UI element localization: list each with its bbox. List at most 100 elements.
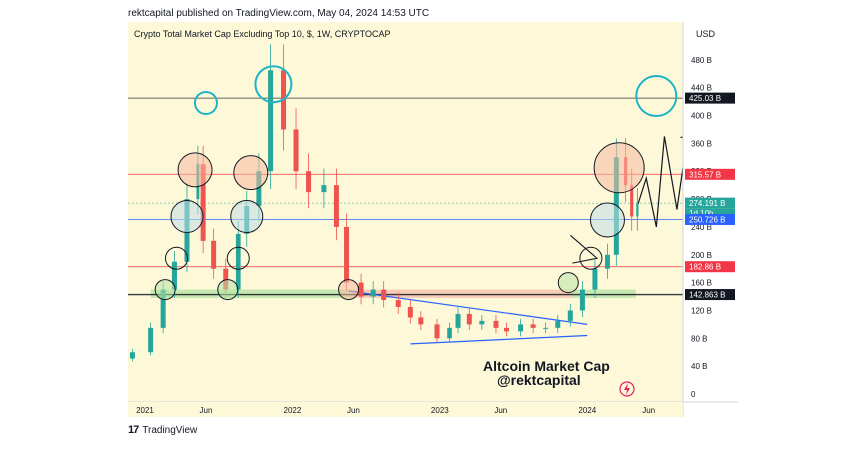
x-tick-label: Jun [347, 406, 360, 415]
y-tick-label: 240 B [691, 223, 712, 232]
time-axis-bg [128, 402, 683, 417]
price-label-0: 425.03 B [689, 94, 721, 103]
candle-body-32 [518, 324, 524, 332]
candle-body-11 [256, 171, 262, 207]
candle-body-8 [223, 268, 229, 290]
price-label-4: 182.86 B [689, 263, 721, 272]
candle-body-14 [293, 129, 299, 172]
pennant-lines [569, 234, 599, 264]
price-label-bg-1 [685, 168, 735, 180]
y-tick-label: 200 B [691, 251, 712, 260]
candle-body-7 [211, 240, 217, 269]
y-tick-label: 160 B [691, 279, 712, 288]
price-label-bg-5 [685, 289, 735, 301]
candle-body-43 [636, 203, 639, 217]
x-tick-label: 2024 [578, 406, 596, 415]
highlight-circle-11 [154, 279, 176, 301]
highlight-circle-9 [164, 246, 188, 270]
highlight-circle-6 [170, 199, 204, 233]
candle-body-6 [200, 164, 206, 241]
x-tick-label: 2022 [284, 406, 302, 415]
candle-body-26 [447, 327, 452, 339]
highlight-circle-15 [579, 246, 603, 270]
candle-body-42 [630, 185, 634, 217]
x-tick-label: Jun [494, 406, 507, 415]
candle-body-35 [555, 320, 561, 328]
price-label-bg-2 [685, 197, 735, 209]
support-zone-recent [572, 289, 636, 298]
candle-body-31 [503, 327, 509, 332]
candle-body-15 [306, 171, 312, 193]
candle-body-29 [479, 320, 485, 325]
footer-brand: TradingView [142, 424, 198, 436]
y-tick-label: 480 B [691, 56, 712, 65]
y-tick-label: 360 B [691, 139, 712, 148]
price-label-bg-0 [685, 92, 735, 104]
y-tick-label: 0 [691, 390, 696, 399]
y-tick-label: 120 B [691, 306, 712, 315]
candle-body-34 [543, 327, 549, 329]
candle-body-38 [592, 268, 598, 290]
x-tick-label: Jun [642, 406, 655, 415]
resistance-zone [353, 289, 573, 298]
annotation-title: Altcoin Market Cap [483, 358, 610, 374]
candle-body-28 [466, 313, 472, 325]
candle-body-24 [418, 317, 424, 325]
highlight-circle-10 [226, 246, 250, 270]
candle-body-16 [321, 185, 327, 193]
x-tick-label: 2021 [136, 406, 154, 415]
candle-body-23 [407, 306, 413, 318]
countdown-label: 1d 10h [689, 209, 713, 218]
price-label-5: 142.863 B [689, 291, 725, 300]
candle-body-27 [455, 313, 461, 328]
highlight-circle-3 [177, 152, 213, 188]
y-tick-label: 80 B [691, 334, 707, 343]
lightning-icon[interactable] [619, 381, 635, 397]
y-tick-label: 400 B [691, 112, 712, 121]
candle-body-20 [370, 289, 376, 297]
currency-label: USD [696, 29, 716, 39]
candle-body-37 [579, 289, 585, 311]
wedge-lower-line [410, 334, 588, 345]
candle-body-1 [148, 327, 154, 353]
support-zone [150, 289, 354, 298]
highlight-circle-14 [557, 272, 579, 294]
price-label-bg-4 [685, 261, 735, 273]
candle-body-2 [160, 289, 166, 328]
y-tick-label: 440 B [691, 84, 712, 93]
candle-body-3 [171, 261, 177, 290]
highlight-circle-0 [193, 91, 218, 116]
x-tick-label: 2023 [431, 406, 449, 415]
wedge-upper-line [348, 290, 588, 325]
candle-body-19 [358, 282, 364, 297]
highlight-circle-4 [233, 155, 269, 191]
chart-title: Crypto Total Market Cap Excluding Top 10… [134, 29, 390, 39]
publisher-line: rektcapital published on TradingView.com… [128, 8, 430, 19]
highlight-circle-8 [589, 202, 625, 238]
highlight-circle-5 [593, 142, 645, 194]
annotation-handle: @rektcapital [497, 372, 581, 388]
highlight-circle-1 [254, 65, 293, 104]
footer: 17 TradingView [128, 424, 197, 436]
highlight-circle-13 [338, 279, 360, 301]
price-label-3: 250.726 B [689, 215, 725, 224]
candle-body-18 [344, 226, 350, 283]
tradingview-logo-icon: 17 [128, 424, 139, 436]
candle-body-33 [530, 324, 536, 328]
price-label-1: 315.57 B [689, 170, 721, 179]
candle-body-9 [235, 233, 241, 290]
x-tick-label: Jun [200, 406, 213, 415]
countdown-bg [685, 208, 735, 219]
y-tick-label: 40 B [691, 362, 707, 371]
projection-path [636, 136, 678, 228]
candle-body-25 [434, 324, 440, 339]
highlight-circle-7 [230, 199, 264, 233]
highlight-circle-12 [217, 279, 239, 301]
candle-body-22 [395, 300, 401, 307]
candle-body-17 [333, 185, 339, 227]
candle-body-30 [493, 320, 499, 328]
price-label-2: 274.191 B [689, 199, 725, 208]
candle-body-36 [567, 310, 573, 321]
candle-body-12 [268, 70, 274, 172]
